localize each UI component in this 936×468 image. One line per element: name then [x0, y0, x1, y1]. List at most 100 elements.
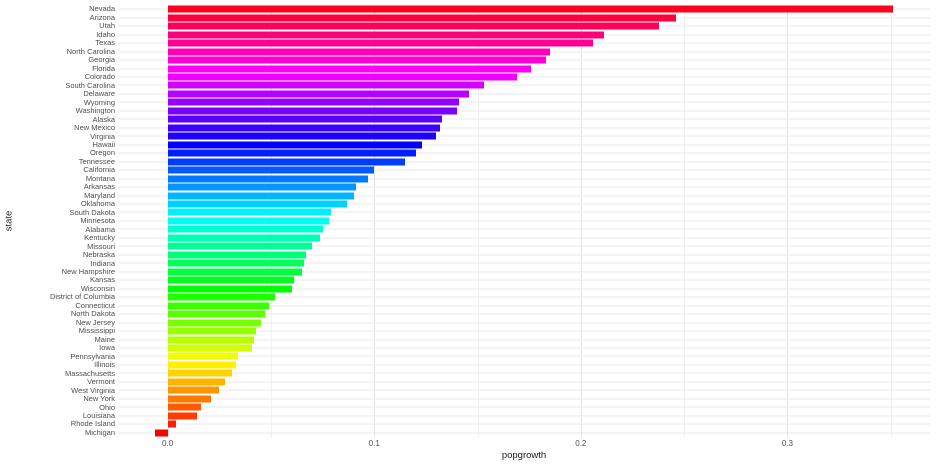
bar-row: [118, 420, 930, 428]
x-axis-tick-label: 0.0: [162, 439, 174, 448]
category-label: Kentucky: [84, 233, 115, 243]
gridline-y: [118, 279, 930, 281]
category-label: New Jersey: [75, 317, 115, 327]
bar-row: [118, 166, 930, 174]
bar-row: [118, 124, 930, 132]
bar-row: [118, 39, 930, 47]
bar-row: [118, 22, 930, 30]
category-label: Kansas: [89, 275, 115, 285]
gridline-y: [118, 245, 930, 247]
gridline-y: [118, 313, 930, 315]
category-label: South Dakota: [69, 207, 115, 217]
gridline-y: [118, 415, 930, 417]
bar-row: [118, 259, 930, 267]
category-label: Florida: [92, 63, 115, 73]
gridline-y: [118, 135, 930, 137]
gridline-y: [118, 406, 930, 408]
category-label: Colorado: [84, 72, 115, 82]
bar-indiana: [167, 259, 304, 267]
gridline-y: [118, 110, 930, 112]
bar-row: [118, 98, 930, 106]
bar-row: [118, 107, 930, 115]
bar-row: [118, 47, 930, 56]
bar-minnesota: [167, 217, 329, 225]
bar-row: [118, 234, 930, 242]
category-label: Massachusetts: [64, 368, 115, 378]
category-label: Utah: [99, 21, 115, 31]
category-label: Delaware: [83, 89, 115, 99]
bar-row: [118, 81, 930, 89]
bar-florida: [167, 65, 532, 73]
bar-row: [118, 208, 930, 216]
category-label: Maine: [94, 334, 115, 344]
gridline-y: [118, 254, 930, 256]
gridline-y: [118, 195, 930, 197]
gridline-y: [118, 101, 930, 103]
category-label: New York: [83, 394, 115, 404]
bar-row: [118, 268, 930, 276]
category-label: Nevada: [89, 4, 115, 14]
bar-row: [118, 335, 930, 344]
bar-row: [118, 428, 930, 437]
bar-row: [118, 183, 930, 191]
bar-utah: [167, 22, 660, 30]
gridline-y: [118, 76, 930, 78]
bar-row: [118, 217, 930, 225]
bar-row: [118, 90, 930, 98]
category-label: Mississippi: [78, 326, 115, 336]
bar-row: [118, 30, 930, 39]
bar-row: [118, 174, 930, 183]
bar-row: [118, 284, 930, 293]
gridline-y: [118, 355, 930, 357]
x-axis-title: popgrowth: [501, 450, 547, 461]
bar-north-carolina: [167, 48, 550, 56]
gridline-y: [118, 271, 930, 273]
category-label: Arizona: [89, 12, 115, 22]
category-label: Oklahoma: [80, 199, 115, 209]
bar-colorado: [167, 73, 517, 81]
category-label: North Dakota: [70, 309, 115, 319]
category-label: Vermont: [87, 377, 115, 387]
category-label: Alabama: [85, 224, 115, 234]
bar-montana: [167, 175, 368, 183]
gridline-y: [118, 347, 930, 349]
bar-texas: [167, 39, 594, 47]
category-label: Minnesota: [80, 216, 115, 226]
bar-connecticut: [167, 302, 269, 310]
bar-row: [118, 378, 930, 386]
gridline-y: [118, 381, 930, 383]
gridline-y: [118, 339, 930, 341]
bar-row: [118, 361, 930, 369]
bar-row: [118, 327, 930, 335]
bar-row: [118, 191, 930, 200]
bar-row: [118, 225, 930, 233]
bar-new-york: [167, 395, 211, 403]
category-label: Texas: [95, 38, 115, 48]
gridline-y: [118, 305, 930, 307]
category-label: Montana: [85, 173, 115, 183]
gridline-y: [118, 423, 930, 425]
bar-row: [118, 242, 930, 250]
category-label: Rhode Island: [70, 419, 115, 429]
bar-row: [118, 369, 930, 377]
category-label: New Hampshire: [61, 267, 115, 277]
bar-kansas: [167, 276, 294, 284]
bar-nevada: [167, 5, 893, 13]
gridline-y: [118, 237, 930, 239]
category-label: District of Columbia: [49, 292, 115, 302]
gridline-y: [118, 178, 930, 180]
bar-maine: [167, 336, 255, 344]
x-axis-tick-label: 0.3: [781, 439, 793, 448]
bar-row: [118, 403, 930, 411]
bar-row: [118, 318, 930, 327]
bar-louisiana: [167, 412, 197, 420]
gridline-y: [118, 118, 930, 120]
bar-row: [118, 344, 930, 352]
bar-california: [167, 166, 375, 174]
category-label: Virginia: [90, 131, 115, 141]
category-label: Hawaii: [92, 139, 115, 149]
gridline-y: [118, 169, 930, 171]
bar-row: [118, 310, 930, 318]
bar-nebraska: [167, 251, 306, 259]
